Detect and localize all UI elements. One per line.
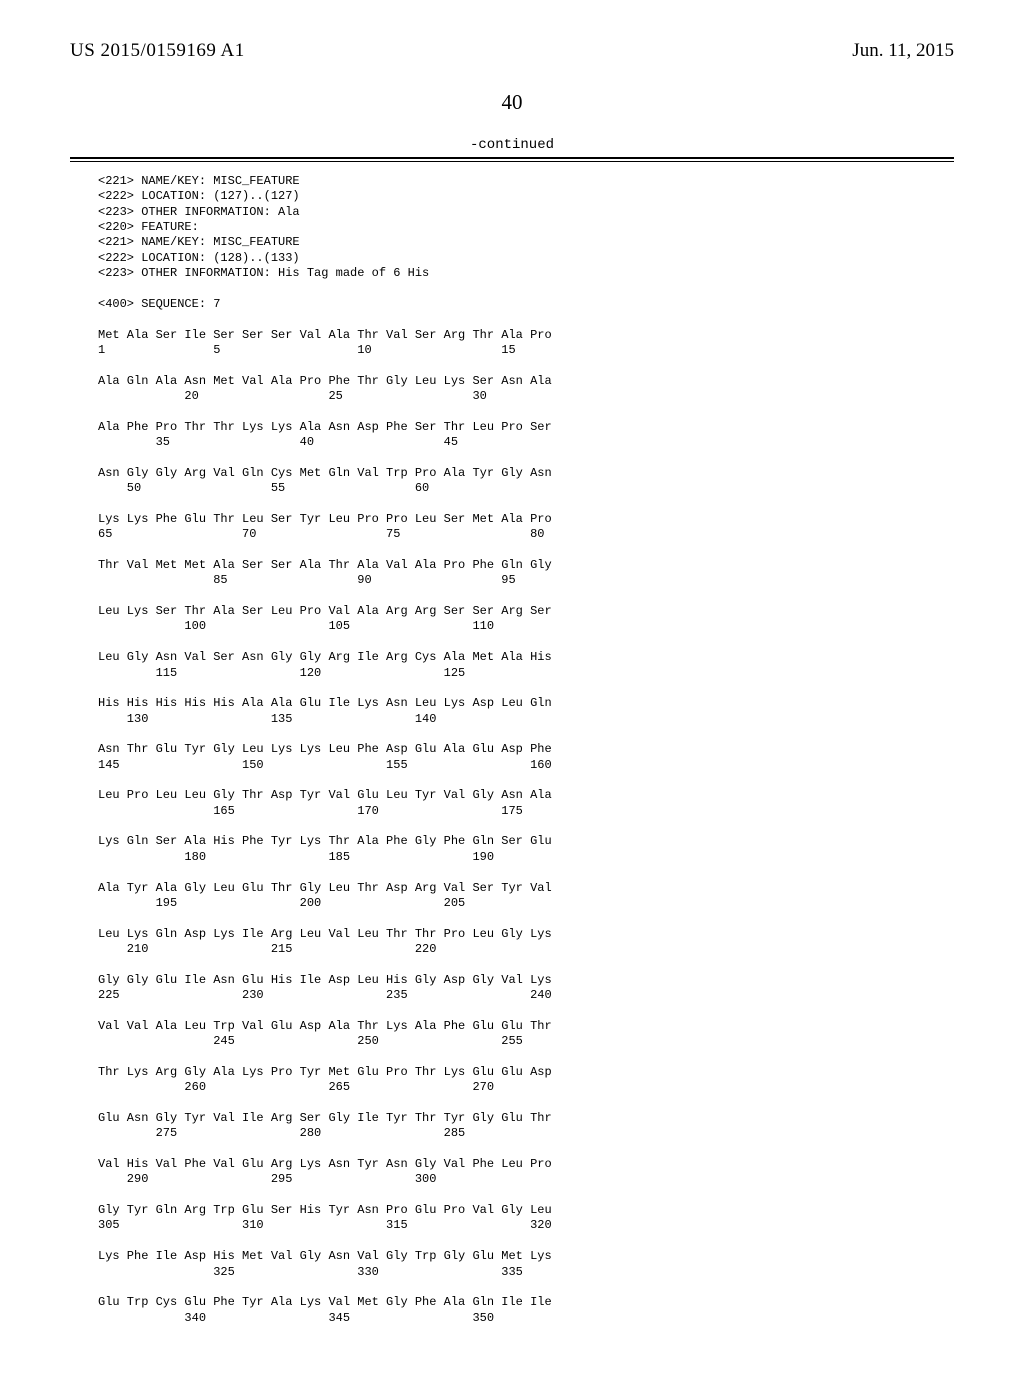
page-number: 40: [70, 90, 954, 115]
publication-number: US 2015/0159169 A1: [70, 40, 245, 62]
sequence-listing: <221> NAME/KEY: MISC_FEATURE <222> LOCAT…: [98, 174, 954, 1326]
rule-heavy: [70, 157, 954, 159]
continued-label: -continued: [70, 137, 954, 153]
publication-date: Jun. 11, 2015: [852, 40, 954, 62]
page-header: US 2015/0159169 A1 Jun. 11, 2015: [70, 40, 954, 62]
rule-thin: [70, 161, 954, 162]
